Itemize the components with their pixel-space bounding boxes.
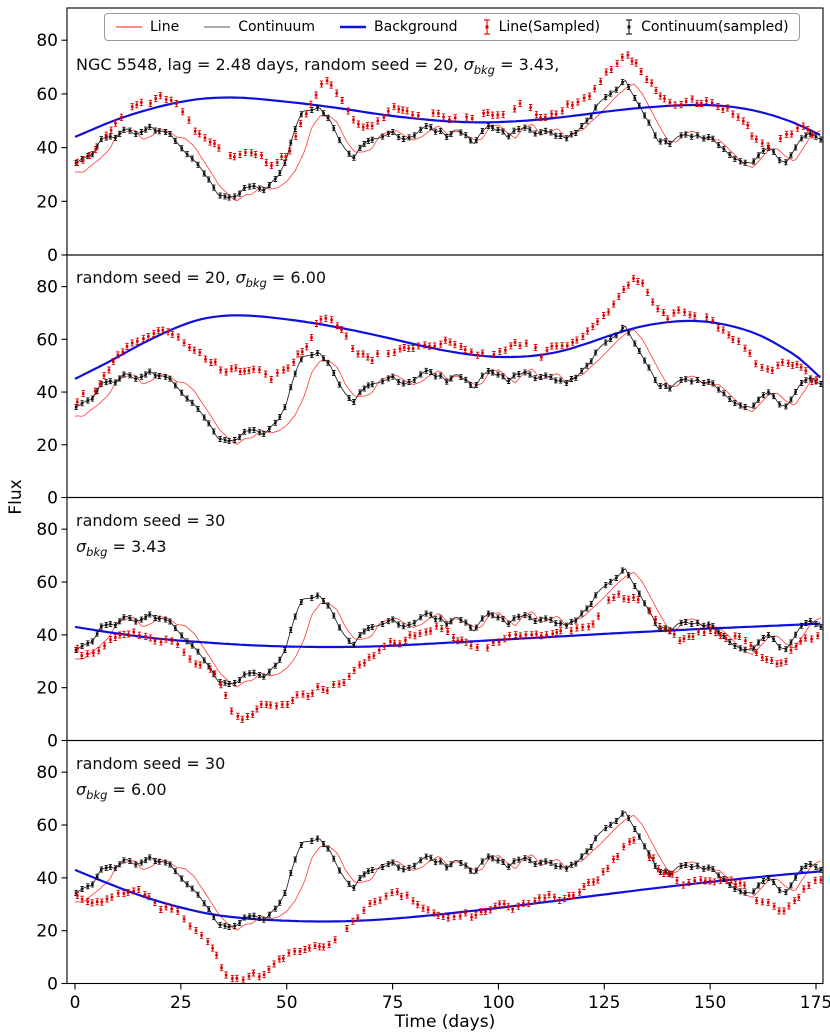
line-curve xyxy=(74,329,822,445)
x-tick-label: 150 xyxy=(694,993,726,1013)
errorbar-swatch-icon xyxy=(626,19,633,35)
y-tick-label: 80 xyxy=(36,763,58,783)
y-tick-label: 40 xyxy=(36,626,58,646)
panel-2-series xyxy=(74,274,823,445)
background-curve xyxy=(74,314,821,380)
line-sampled-errorbars xyxy=(75,590,820,723)
y-tick-label: 0 xyxy=(47,732,58,752)
annotation-line: NGC 5548, lag = 2.48 days, random seed =… xyxy=(76,55,560,78)
x-tick-label: 175 xyxy=(800,993,830,1013)
background-curve xyxy=(74,622,821,649)
legend-item-continuum-sampled-: Continuum(sampled) xyxy=(624,18,789,36)
y-tick-label: 0 xyxy=(47,975,58,995)
y-tick-label: 20 xyxy=(36,922,58,942)
y-tick-label: 40 xyxy=(36,383,58,403)
x-tick-label: 0 xyxy=(70,993,81,1013)
panel-1-annotation: NGC 5548, lag = 2.48 days, random seed =… xyxy=(76,52,559,83)
y-tick-label: 20 xyxy=(36,679,58,699)
y-tick-label: 40 xyxy=(36,869,58,889)
x-tick-label: 50 xyxy=(276,993,298,1013)
panel-3-annotation: random seed = 30 σbkg = 3.43 xyxy=(76,508,225,565)
x-tick-label: 100 xyxy=(482,993,514,1013)
panel-3-series xyxy=(74,567,823,723)
panel-2-annotation: random seed = 20, σbkg = 6.00 xyxy=(76,265,326,296)
axes: 0 20 40 60 80 0 20 40 60 80 0 20 40 60 80 0 20 40 60 80 0 25 5… xyxy=(36,7,830,1013)
x-axis-label: Time (days) xyxy=(394,1012,496,1032)
panel-4-series xyxy=(74,810,823,984)
x-tick-label: 25 xyxy=(170,993,192,1013)
y-tick-label: 60 xyxy=(36,816,58,836)
legend-label: Continuum(sampled) xyxy=(641,19,789,35)
y-tick-label: 80 xyxy=(36,31,58,51)
errorbar-swatch-icon xyxy=(483,19,490,35)
y-tick-label: 0 xyxy=(47,246,58,266)
panel-1-series xyxy=(74,51,823,202)
y-tick-label: 60 xyxy=(36,573,58,593)
legend-item-background: Background xyxy=(339,19,458,35)
y-tick-label: 60 xyxy=(36,330,58,350)
legend-label: Continuum xyxy=(238,19,316,35)
panel-4-annotation: random seed = 30 σbkg = 6.00 xyxy=(76,751,225,808)
y-tick-label: 0 xyxy=(47,489,58,509)
annotation-line: random seed = 30 xyxy=(76,754,226,773)
y-tick-label: 80 xyxy=(36,520,58,540)
y-axis-label: Flux xyxy=(6,479,26,515)
y-tick-label: 80 xyxy=(36,278,58,298)
legend-label: Background xyxy=(374,19,458,35)
y-tick-label: 20 xyxy=(36,192,58,212)
line-swatch-icon xyxy=(204,26,231,28)
annotation-line: σbkg = 6.00 xyxy=(76,780,167,803)
background-curve xyxy=(74,96,821,138)
legend-label: Line xyxy=(150,19,180,35)
legend: Line Continuum Background Line(Sampled) Cont… xyxy=(104,13,800,41)
annotation-line: random seed = 20, σbkg = 6.00 xyxy=(76,268,327,291)
panel-4-frame xyxy=(66,739,824,985)
line-sampled-markers xyxy=(76,592,820,721)
line-swatch-icon xyxy=(340,25,367,29)
annotation-line: random seed = 30 xyxy=(76,511,226,530)
y-tick-label: 60 xyxy=(36,85,58,105)
legend-item-continuum: Continuum xyxy=(203,19,315,35)
legend-label: Line(Sampled) xyxy=(498,19,601,35)
x-tick-label: 75 xyxy=(382,993,404,1013)
annotation-line: σbkg = 3.43 xyxy=(76,537,167,560)
legend-item-line: Line xyxy=(115,19,179,35)
y-tick-label: 40 xyxy=(36,139,58,159)
y-tick-label: 20 xyxy=(36,436,58,456)
x-tick-label: 125 xyxy=(588,993,620,1013)
legend-item-line-sampled-: Line(Sampled) xyxy=(482,18,600,36)
line-swatch-icon xyxy=(116,26,142,28)
